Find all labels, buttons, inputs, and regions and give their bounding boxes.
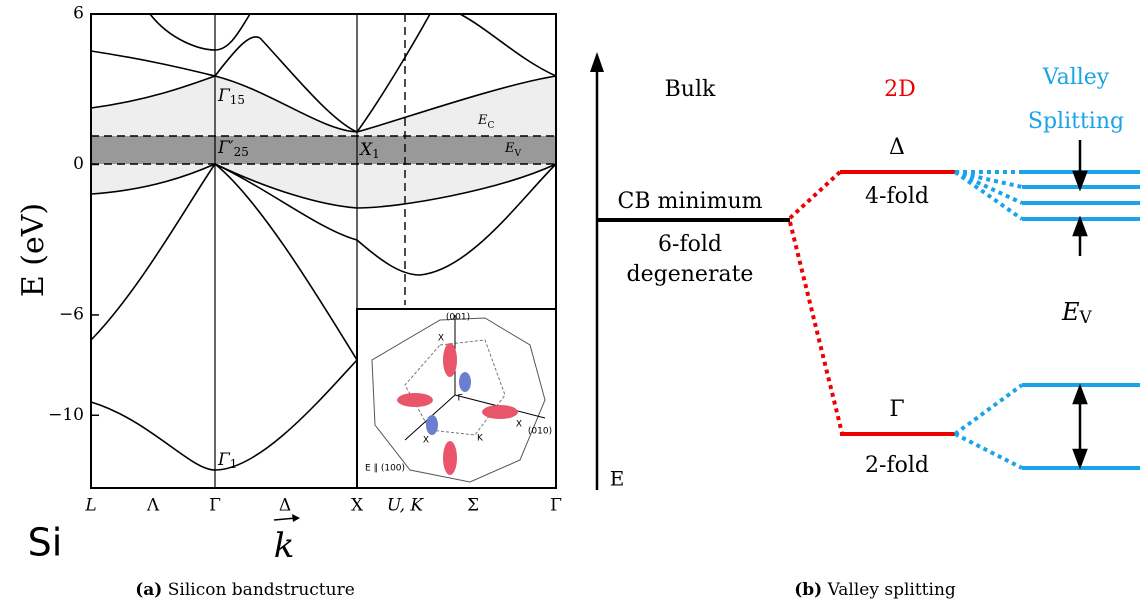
band	[90, 75, 557, 133]
inset-label: (001)	[446, 313, 470, 323]
subscript: 15	[230, 93, 245, 107]
gap-band	[91, 136, 556, 164]
caption-tag: (a)	[135, 580, 162, 600]
energy-axis-label: E	[610, 467, 625, 491]
x-tick-label: U, K	[387, 496, 425, 516]
connector	[954, 432, 1023, 470]
arrow-head	[1072, 215, 1088, 237]
vector-arrow	[273, 517, 297, 521]
level-symbol: Γ	[889, 397, 904, 422]
splitting-label: EV	[1061, 298, 1093, 327]
connector	[953, 170, 1024, 221]
inset-label: X	[438, 334, 444, 344]
symbol: E	[504, 141, 515, 156]
symbol: Γ	[217, 86, 231, 106]
caption-text: Valley splitting	[827, 580, 956, 600]
arrow-head	[1072, 170, 1088, 192]
band	[149, 13, 251, 51]
arrow-head	[1072, 448, 1088, 470]
subscript: 1	[230, 457, 238, 471]
connector	[953, 383, 1024, 436]
subscript: 25	[234, 145, 249, 159]
x-tick-label: L	[84, 496, 96, 516]
bulk-label: CB minimum	[618, 189, 763, 214]
bulk-label: degenerate	[627, 262, 754, 287]
valley	[443, 343, 457, 377]
split-arrows	[1072, 140, 1088, 470]
column-title: Bulk	[665, 77, 716, 102]
point-label: EV	[504, 141, 522, 159]
x-tick-label: Γ	[209, 496, 221, 516]
connector	[788, 170, 842, 220]
column-title: 2D	[884, 77, 916, 102]
band	[356, 13, 431, 133]
bz-outline	[371, 317, 546, 483]
point-label: Γ′25	[217, 138, 249, 160]
level-symbol: Δ	[889, 135, 905, 160]
band	[90, 36, 358, 133]
level-degeneracy: 2-fold	[865, 453, 929, 478]
x-tick-label: Γ	[550, 496, 562, 516]
point-label: X1	[358, 140, 380, 162]
valence-shade	[91, 164, 556, 208]
caption-text: Silicon bandstructure	[168, 580, 355, 600]
valley	[459, 372, 471, 392]
y-tick-label: 6	[73, 4, 84, 24]
inset-label: (010)	[528, 427, 552, 437]
arrow-head	[590, 52, 604, 72]
symbol: E	[477, 113, 488, 128]
x-axis-label: k	[274, 526, 295, 566]
subscript: C	[488, 121, 495, 131]
band	[459, 13, 557, 77]
symbol: X	[358, 140, 373, 160]
inset-label: X	[423, 436, 429, 446]
inset-label: Γ	[457, 394, 462, 404]
connector	[788, 221, 844, 434]
y-tick-label: −10	[48, 405, 84, 425]
x-tick-label: Δ	[279, 496, 291, 516]
y-tick-label: −6	[59, 304, 84, 324]
bulk-label: 6-fold	[658, 232, 722, 257]
bz-inner	[404, 339, 506, 436]
column-title: Splitting	[1028, 109, 1124, 134]
y-tick-label: 0	[73, 154, 84, 174]
valley	[482, 405, 518, 419]
point-label: Γ15	[217, 86, 245, 108]
subscript: V	[514, 149, 522, 159]
vector-arrow-head	[292, 514, 300, 522]
caption: (a) Silicon bandstructure	[135, 580, 355, 600]
inset	[356, 308, 557, 489]
point-label: EC	[477, 113, 495, 131]
symbol: E	[1061, 298, 1080, 326]
caption: (b) Valley splitting	[794, 580, 956, 600]
x-tick-label: X	[351, 496, 364, 516]
valley	[443, 441, 457, 475]
x-tick-label: Λ	[146, 496, 160, 516]
subscript: V	[1079, 307, 1093, 327]
column-title: Valley	[1042, 65, 1110, 90]
valley	[397, 393, 433, 407]
plot-frame	[90, 13, 557, 489]
y-axis-label: E (eV)	[16, 203, 51, 297]
valley	[426, 415, 438, 435]
material: Si	[28, 521, 63, 565]
symbol: Γ	[217, 450, 231, 470]
split-levels	[953, 170, 1140, 470]
caption-tag: (b)	[794, 580, 822, 600]
conduction-shade	[91, 76, 556, 136]
connector	[954, 170, 1023, 189]
inset-label: X	[516, 420, 522, 430]
arrow-head	[1072, 383, 1088, 405]
x-tick-label: Σ	[467, 496, 479, 516]
symbol: Γ′	[217, 138, 234, 158]
inset-label: K	[477, 434, 484, 444]
inset-label: E ∥ (100)	[365, 464, 405, 474]
subscript: 1	[372, 147, 380, 161]
level-degeneracy: 4-fold	[865, 184, 929, 209]
point-label: Γ1	[217, 450, 237, 472]
